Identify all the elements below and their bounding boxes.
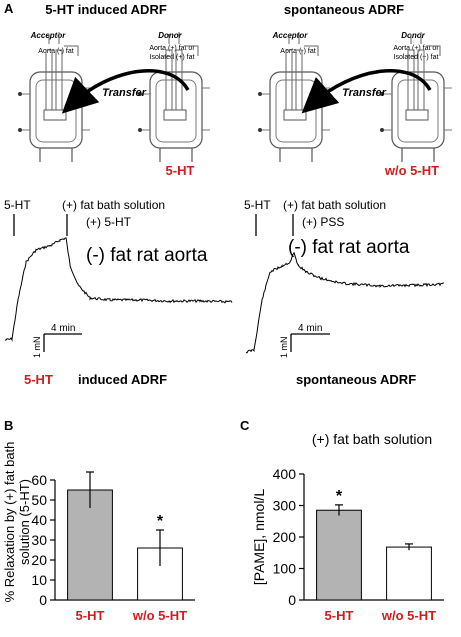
right-transfer-label: Transfer [342,87,387,99]
y-tick-label: 200 [273,529,297,545]
left-trace-panel: 5-HT (+) fat bath solution (+) 5-HT (-) … [4,198,233,387]
category-label: 5-HT [76,608,105,623]
y-tick-label: 400 [273,466,297,482]
panel-b-label: B [4,418,13,433]
left-scale-time-label: 4 min [51,323,75,334]
left-trace-label-add: (+) 5-HT [86,215,132,229]
left-acceptor-label: Acceptor [30,31,67,40]
right-trace-label-bath: (+) fat bath solution [283,198,386,212]
left-trace [5,237,233,342]
right-trace-panel: 5-HT (+) fat bath solution (+) PSS (-) f… [244,198,444,387]
right-trace [245,252,444,354]
y-tick-label: 20 [31,552,47,568]
significance-marker: * [157,513,164,530]
right-acceptor-sub: Aorta (-) fat [280,48,315,55]
left-transfer-arrow [61,69,190,114]
y-tick-label: 100 [273,561,297,577]
y-axis-label-line: % Relaxation by (+) fat bath [2,442,17,603]
y-tick-label: 0 [39,592,47,608]
right-donor-sub2: Isolated (+) fat [394,54,439,61]
left-transfer-label: Transfer [102,87,147,99]
left-title: 5-HT induced ADRF [45,2,167,17]
y-tick-label: 60 [31,472,47,488]
left-red-label: 5-HT [166,163,195,178]
y-tick-label: 300 [273,498,297,514]
bar [386,546,432,601]
left-trace-label-bath: (+) fat bath solution [62,198,165,212]
right-bottom-black: spontaneous ADRF [296,372,416,387]
significance-marker: * [336,488,343,505]
y-axis-label: % Relaxation by (+) fat bathsolution (5-… [2,442,32,603]
left-bottom-red: 5-HT [24,372,53,387]
left-apparatus: Acceptor Aorta (-) fat Donor Aorta (+) f… [17,31,211,178]
y-tick-label: 0 [288,592,296,608]
right-trace-label-add: (+) PSS [302,215,344,229]
panel-a-label: A [4,1,14,16]
left-big-label: (-) fat rat aorta [86,245,208,266]
left-donor-sub1: Aorta (+) fat or [149,45,195,52]
left-bottom-black: induced ADRF [78,372,167,387]
bar [67,489,113,601]
y-tick-label: 50 [31,492,47,508]
right-donor-label: Donor [401,31,425,40]
right-transfer-arrow [301,69,432,114]
left-donor-label: Donor [158,31,182,40]
y-axis-label-line: solution (5-HT) [17,479,32,565]
y-tick-label: 40 [31,512,47,528]
chart-title: (+) fat bath solution [312,431,432,447]
left-scale-force-label: 1 mN [32,336,42,358]
right-scale-time-label: 4 min [298,323,322,334]
right-apparatus: Acceptor Aorta (-) fat Donor Aorta (+) f… [257,31,453,178]
y-tick-label: 10 [31,572,47,588]
chart-c: 0 100 200 300 400 * 5-HT w/o 5-HT [PAME], nmol/L… [251,431,444,623]
right-title: spontaneous ADRF [284,2,404,17]
category-label: 5-HT [325,608,354,623]
right-scale-force-label: 1 mN [279,336,289,358]
category-label: w/o 5-HT [132,608,187,623]
panel-c-label: C [240,418,250,433]
bar [316,509,362,601]
right-red-label: w/o 5-HT [384,163,439,178]
category-label: w/o 5-HT [381,608,436,623]
right-acceptor-label: Acceptor [272,31,309,40]
y-tick-label: 30 [31,532,47,548]
right-trace-label-5ht: 5-HT [244,198,271,212]
left-trace-label-5ht: 5-HT [4,198,31,212]
right-donor-sub1: Aorta (+) fat or [393,45,439,52]
chart-b: 0 10 20 30 40 50 60 5-HT * w/o 5-HT % Relaxation b… [2,442,195,623]
y-axis-label: [PAME], nmol/L [251,489,267,585]
right-big-label: (-) fat rat aorta [288,237,410,258]
